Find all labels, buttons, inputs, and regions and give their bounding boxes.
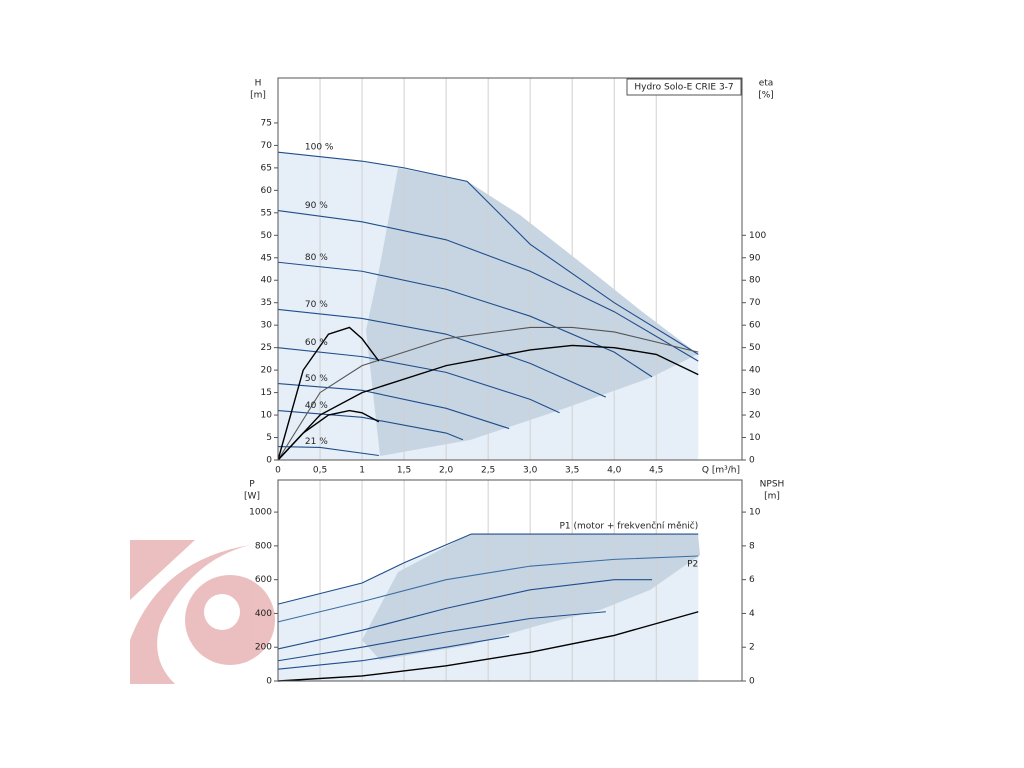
y-tick-label: 600 [255, 575, 272, 585]
y-tick-label: 5 [266, 433, 272, 443]
y2-tick-label: 100 [749, 231, 766, 241]
y2-tick-label: 6 [749, 575, 755, 585]
y-tick-label: 70 [261, 141, 273, 151]
curve-label: 60 % [305, 338, 328, 348]
y2-tick-label: 50 [749, 343, 761, 353]
y-axis-label: H [255, 79, 262, 89]
curve [277, 151, 699, 355]
x-tick-label: 3,0 [523, 466, 538, 476]
y-tick-label: 30 [261, 321, 273, 331]
y2-axis-label: eta [759, 79, 774, 89]
curve [277, 326, 699, 461]
curve [277, 579, 653, 650]
y2-tick-label: 80 [749, 276, 761, 286]
x-tick-label: 4,5 [649, 466, 663, 476]
y-tick-label: 45 [261, 253, 272, 263]
x-axis-label: Q [m³/h] [702, 466, 740, 476]
y2-tick-label: 40 [749, 366, 761, 376]
y2-tick-label: 90 [749, 253, 761, 263]
y2-axis-label: NPSH [760, 480, 785, 490]
y-axis-unit: [W] [244, 492, 260, 502]
y-tick-label: 35 [261, 298, 272, 308]
y2-tick-label: 30 [749, 388, 761, 398]
head-chart [277, 78, 699, 461]
y-tick-label: 40 [261, 276, 273, 286]
curve [277, 326, 380, 461]
x-tick-label: 4,0 [607, 466, 622, 476]
curve-label: P2 [687, 560, 698, 570]
y2-tick-label: 0 [749, 456, 755, 466]
x-tick-label: 1,5 [397, 466, 411, 476]
curve [277, 555, 699, 623]
y-axis-label: P [249, 480, 255, 490]
x-tick-label: 3,5 [565, 466, 579, 476]
curve [277, 308, 607, 398]
curve [277, 533, 699, 605]
curve-label: 70 % [305, 300, 328, 310]
x-tick-label: 0 [275, 466, 281, 476]
y2-tick-label: 20 [749, 411, 761, 421]
x-tick-label: 0,5 [313, 466, 327, 476]
y2-tick-label: 10 [749, 508, 761, 518]
x-tick-label: 2,0 [439, 466, 454, 476]
y-tick-label: 400 [255, 609, 272, 619]
y-tick-label: 50 [261, 231, 273, 241]
curve [277, 344, 699, 461]
curve-label: 90 % [305, 201, 328, 211]
curve-label: 80 % [305, 253, 328, 263]
y-tick-label: 55 [261, 208, 272, 218]
curve [277, 409, 380, 461]
curve-label: 40 % [305, 401, 328, 411]
curve [277, 611, 606, 662]
curve [277, 410, 464, 441]
y-tick-label: 25 [261, 343, 272, 353]
y-axis-unit: [m] [250, 91, 266, 101]
curve-label: 100 % [305, 143, 334, 153]
y2-axis-unit: [m] [764, 492, 780, 502]
curve-label: P1 (motor + frekvenční měnič) [560, 521, 699, 532]
y-tick-label: 0 [266, 456, 272, 466]
y2-axis-unit: [%] [758, 91, 774, 101]
power-chart [277, 480, 700, 682]
y-tick-label: 1000 [249, 508, 272, 518]
y2-tick-label: 2 [749, 643, 755, 653]
plot-frame [277, 77, 743, 461]
curve [277, 635, 510, 670]
y2-tick-label: 60 [749, 321, 761, 331]
x-tick-label: 1 [359, 466, 365, 476]
y2-tick-label: 10 [749, 433, 761, 443]
title-box [626, 78, 742, 96]
curve [277, 347, 560, 414]
plot-frame [277, 479, 743, 682]
curve-label: 21 % [305, 437, 328, 447]
y-tick-label: 75 [261, 118, 272, 128]
watermark [130, 540, 275, 684]
curve [277, 210, 699, 362]
curve [277, 445, 379, 457]
curve [277, 611, 699, 682]
curve-label: 50 % [305, 374, 328, 384]
y-tick-label: 65 [261, 163, 272, 173]
y2-tick-label: 4 [749, 609, 755, 619]
y-tick-label: 60 [261, 186, 273, 196]
y2-tick-label: 0 [749, 677, 755, 687]
y-tick-label: 800 [255, 541, 272, 551]
y-tick-label: 20 [261, 366, 273, 376]
y2-tick-label: 70 [749, 298, 761, 308]
y-tick-label: 10 [261, 411, 273, 421]
curve [277, 383, 510, 430]
x-tick-label: 2,5 [481, 466, 495, 476]
curve [277, 261, 653, 378]
y2-tick-label: 8 [749, 541, 755, 551]
y-tick-label: 0 [266, 677, 272, 687]
y-tick-label: 15 [261, 388, 272, 398]
operating-range [366, 168, 698, 456]
y-tick-label: 200 [255, 643, 272, 653]
chart-title: Hydro Solo-E CRIE 3-7 [634, 83, 733, 93]
